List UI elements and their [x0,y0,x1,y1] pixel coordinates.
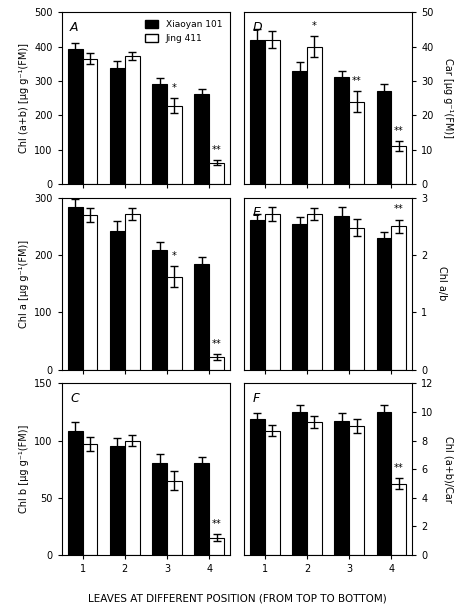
Bar [152,464,167,555]
Bar [125,440,140,555]
Bar [82,59,98,184]
Bar [152,250,167,370]
Bar [110,231,125,370]
Bar [392,484,406,555]
Bar [265,431,280,555]
Bar [307,46,322,184]
Bar [265,214,280,370]
Bar [349,101,364,184]
Bar [334,216,349,370]
Bar [334,420,349,555]
Bar [194,264,209,370]
Bar [167,481,182,555]
Legend: Xiaoyan 101, Jing 411: Xiaoyan 101, Jing 411 [141,16,226,47]
Bar [292,412,307,555]
Bar [292,71,307,184]
Bar [68,431,82,555]
Text: *: * [312,21,317,31]
Bar [392,146,406,184]
Bar [194,464,209,555]
Bar [167,106,182,184]
Bar [110,68,125,184]
Bar [250,40,265,184]
Text: **: ** [394,204,403,214]
Bar [349,228,364,370]
Text: **: ** [352,76,361,86]
Text: D: D [252,21,262,34]
Y-axis label: Car [μg g⁻¹(FM)]: Car [μg g⁻¹(FM)] [443,58,453,138]
Bar [265,40,280,184]
Bar [209,357,224,370]
Bar [250,220,265,370]
Y-axis label: Chl (a+b) [μg g⁻¹(FM)]: Chl (a+b) [μg g⁻¹(FM)] [18,43,28,153]
Text: **: ** [394,126,403,136]
Bar [209,538,224,555]
Y-axis label: Chl (a+b)/Car: Chl (a+b)/Car [443,436,453,503]
Text: C: C [70,392,79,405]
Text: LEAVES AT DIFFERENT POSITION (FROM TOP TO BOTTOM): LEAVES AT DIFFERENT POSITION (FROM TOP T… [88,594,386,604]
Text: **: ** [212,145,221,155]
Bar [292,223,307,370]
Bar [392,226,406,370]
Bar [82,215,98,370]
Text: B: B [70,206,79,220]
Y-axis label: Chl b [μg g⁻¹(FM)]: Chl b [μg g⁻¹(FM)] [18,425,28,514]
Text: **: ** [212,339,221,349]
Bar [68,49,82,184]
Bar [250,419,265,555]
Text: *: * [172,83,177,93]
Bar [349,426,364,555]
Bar [110,447,125,555]
Y-axis label: Chl a [μg g⁻¹(FM)]: Chl a [μg g⁻¹(FM)] [18,240,28,328]
Bar [152,84,167,184]
Bar [68,207,82,370]
Text: E: E [252,206,260,220]
Bar [82,444,98,555]
Bar [125,214,140,370]
Text: F: F [252,392,259,405]
Bar [334,77,349,184]
Bar [307,214,322,370]
Text: A: A [70,21,79,34]
Bar [209,163,224,184]
Bar [167,277,182,370]
Bar [125,56,140,184]
Bar [194,94,209,184]
Bar [376,92,392,184]
Bar [376,412,392,555]
Bar [307,422,322,555]
Bar [376,238,392,370]
Text: *: * [172,251,177,261]
Y-axis label: Chl a/b: Chl a/b [437,267,447,301]
Text: **: ** [394,462,403,473]
Text: **: ** [212,519,221,529]
